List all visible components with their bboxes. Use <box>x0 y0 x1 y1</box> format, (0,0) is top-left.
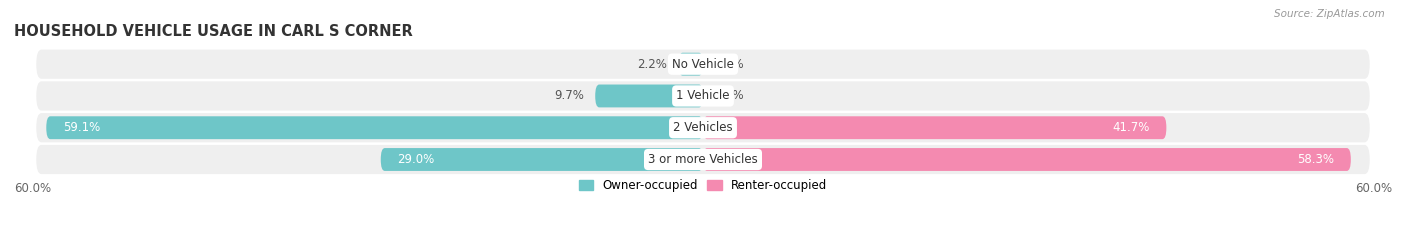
FancyBboxPatch shape <box>46 116 703 139</box>
FancyBboxPatch shape <box>37 145 1369 174</box>
Text: 60.0%: 60.0% <box>1355 182 1392 195</box>
Text: 60.0%: 60.0% <box>14 182 51 195</box>
Text: 41.7%: 41.7% <box>1112 121 1150 134</box>
FancyBboxPatch shape <box>37 81 1369 111</box>
FancyBboxPatch shape <box>703 116 1167 139</box>
Text: 1 Vehicle: 1 Vehicle <box>676 89 730 103</box>
Text: 29.0%: 29.0% <box>398 153 434 166</box>
Text: 3 or more Vehicles: 3 or more Vehicles <box>648 153 758 166</box>
Text: 58.3%: 58.3% <box>1298 153 1334 166</box>
FancyBboxPatch shape <box>381 148 703 171</box>
Text: Source: ZipAtlas.com: Source: ZipAtlas.com <box>1274 9 1385 19</box>
FancyBboxPatch shape <box>595 85 703 107</box>
Text: 0.0%: 0.0% <box>714 58 744 71</box>
Text: 2 Vehicles: 2 Vehicles <box>673 121 733 134</box>
FancyBboxPatch shape <box>37 113 1369 142</box>
FancyBboxPatch shape <box>703 148 1351 171</box>
FancyBboxPatch shape <box>37 50 1369 79</box>
FancyBboxPatch shape <box>679 53 703 76</box>
Legend: Owner-occupied, Renter-occupied: Owner-occupied, Renter-occupied <box>574 174 832 197</box>
Text: No Vehicle: No Vehicle <box>672 58 734 71</box>
Text: 9.7%: 9.7% <box>554 89 583 103</box>
Text: HOUSEHOLD VEHICLE USAGE IN CARL S CORNER: HOUSEHOLD VEHICLE USAGE IN CARL S CORNER <box>14 24 413 39</box>
Text: 0.0%: 0.0% <box>714 89 744 103</box>
Text: 59.1%: 59.1% <box>63 121 100 134</box>
Text: 2.2%: 2.2% <box>637 58 668 71</box>
